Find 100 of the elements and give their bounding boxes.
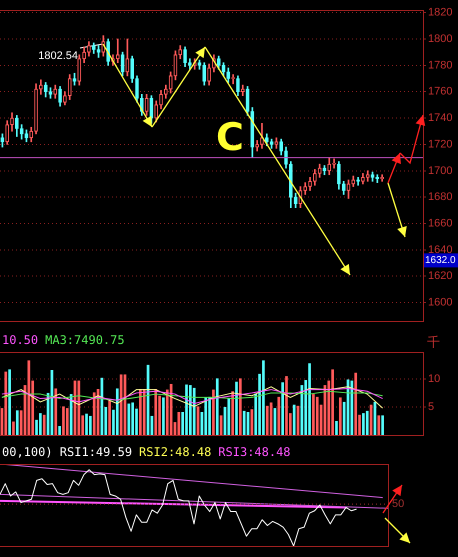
y-tick-label: 1640 [428,244,452,256]
bar [374,402,376,435]
bar [220,415,222,435]
text: RSI3:48.48 [218,445,291,460]
candlestick [130,56,134,83]
bar [366,410,369,435]
y-tick-label: 10 [428,372,440,385]
candlestick [24,130,28,142]
bar [381,415,384,435]
candlestick [342,180,346,195]
candlestick [255,140,259,152]
bar [208,396,211,435]
annotation: 1802.54 [38,50,78,62]
candlestick [337,161,341,190]
candlestick [246,86,250,116]
bar [100,378,104,435]
y-tick-label: 1780 [428,59,452,72]
candlestick [346,180,350,199]
bar [242,410,246,435]
bar [316,396,319,435]
bar [127,404,130,435]
candlestick [53,84,58,99]
y-tick-label: 5 [428,400,434,413]
candlestick [376,174,380,183]
candlestick [351,176,356,187]
bar [335,420,338,435]
text: 00,100) RSI1:49.59 [2,445,132,460]
bar [250,409,254,435]
bar [227,398,230,435]
bar [124,374,126,435]
text: RSI2:48.48 [139,445,212,460]
candlestick [68,74,72,100]
candlestick [144,94,148,116]
y-tick-label: 1620 [428,270,452,282]
candlestick [168,72,172,94]
y-tick-label: 1680 [428,191,452,204]
bar [346,379,350,435]
bar [66,408,69,435]
bar [370,404,372,435]
y-tick-label: 1600 [428,296,452,309]
bar [96,389,100,435]
bar [108,400,111,435]
bar [146,364,150,435]
bar [377,415,380,435]
annotation: 1632.0 [425,255,456,266]
candlestick [226,68,230,83]
candlestick [380,174,384,182]
bar [292,404,296,435]
y-tick-label: 1820 [428,6,452,19]
bar [50,370,54,435]
candlestick [260,123,264,149]
bar [27,360,30,435]
candlestick [58,86,62,107]
bar [285,376,288,435]
y-axis-title: 千 [427,335,440,350]
bar [338,397,342,435]
candlestick [72,72,76,86]
candlestick [240,84,245,96]
candlestick [77,54,82,86]
candlestick [231,74,235,84]
bar [235,382,238,435]
bar [362,413,365,435]
bar [212,390,215,435]
y-tick-label: 1700 [428,164,452,177]
bar [274,408,276,435]
y-tick-label: 1720 [428,138,452,150]
bar [270,402,272,435]
bar [296,406,300,435]
bar [131,402,134,435]
candlestick [14,115,19,137]
bar [12,422,15,435]
y-tick-label: 1760 [428,86,452,98]
y-tick-label: 1740 [428,112,452,124]
candlestick [236,76,240,96]
bar [262,360,265,435]
candlestick [126,38,130,76]
candlestick [120,52,124,76]
candlestick [183,46,187,67]
bar [16,410,19,435]
bar [42,414,46,435]
text: 10.50 [2,333,38,348]
bar [177,412,180,435]
bar [196,406,200,435]
bar [185,384,188,435]
candlestick [279,138,284,156]
candlestick [207,64,211,86]
text: MA3:7490.75 [45,333,125,348]
candlestick [202,62,206,86]
annotation: C [216,115,244,159]
candlestick [96,45,100,58]
bar [246,412,250,435]
text: 50 [392,498,404,510]
bar [85,414,88,435]
y-tick-label: 1660 [428,218,452,230]
candlestick [164,84,168,99]
bar [74,380,76,435]
bar [312,394,315,435]
bar [277,396,280,435]
y-tick-label: 1800 [428,33,452,46]
bar [162,397,165,435]
